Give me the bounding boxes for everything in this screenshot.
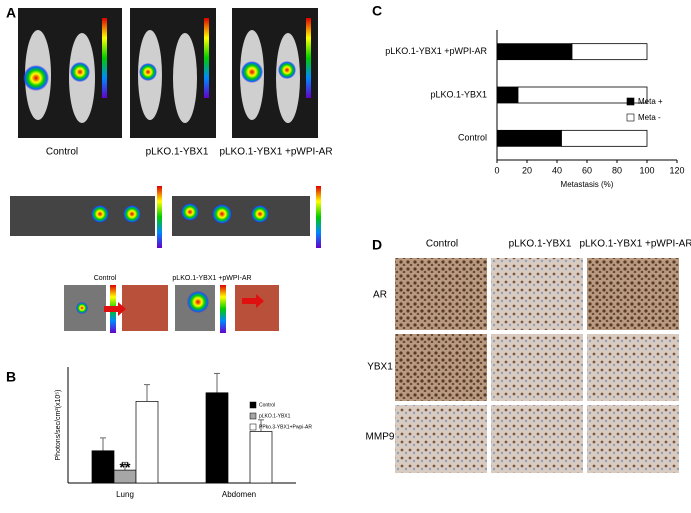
legend-label: pLKO.1-YBX1 bbox=[259, 413, 291, 419]
organ-images bbox=[10, 186, 321, 248]
ihc-images bbox=[395, 258, 679, 473]
legend-swatch bbox=[626, 97, 635, 106]
legend-swatch bbox=[249, 401, 257, 409]
legend-label: Meta - bbox=[638, 113, 661, 122]
caption: Control bbox=[46, 147, 78, 158]
panel-label: C bbox=[372, 3, 382, 19]
x-tick-label: 40 bbox=[552, 165, 562, 175]
y-tick-label: pLKO.1-YBX1 +pWPI-AR bbox=[385, 46, 487, 56]
x-tick-label: Abdomen bbox=[222, 490, 256, 499]
bar-segment bbox=[571, 43, 648, 61]
tissue-images bbox=[64, 285, 279, 333]
y-axis-label: Photons/sec/cm²(x10⁵) bbox=[55, 390, 62, 461]
column-header: Control bbox=[426, 239, 458, 250]
bar bbox=[135, 401, 159, 484]
panel-label: A bbox=[6, 5, 16, 21]
x-tick-label: 120 bbox=[669, 165, 684, 175]
legend-swatch bbox=[249, 423, 257, 431]
bar bbox=[91, 450, 115, 484]
row-label: YBX1 bbox=[367, 362, 393, 373]
image-label: pLKO.1-YBX1 +pWPI-AR bbox=[172, 275, 251, 282]
image-label: Control bbox=[69, 185, 92, 192]
bar-segment bbox=[561, 129, 648, 147]
legend-label: Meta + bbox=[638, 97, 663, 106]
legend-label: Control bbox=[259, 402, 275, 408]
annotation: ** bbox=[120, 459, 131, 475]
x-axis-label: Metastasis (%) bbox=[561, 180, 614, 189]
caption: pLKO.1-YBX1 bbox=[146, 147, 209, 158]
bar bbox=[205, 392, 229, 484]
row-label: MMP9 bbox=[366, 432, 395, 443]
x-tick-label: 0 bbox=[494, 165, 499, 175]
x-tick-label: 100 bbox=[639, 165, 654, 175]
bar-segment bbox=[517, 86, 648, 104]
panel-label: D bbox=[372, 237, 382, 253]
bar-segment bbox=[496, 129, 562, 147]
column-header: pLKO.1-YBX1 +pWPI-AR bbox=[579, 239, 691, 250]
x-tick-label: 80 bbox=[612, 165, 622, 175]
caption: pLKO.1-YBX1 +pWPI-AR bbox=[219, 147, 332, 158]
image-label: pLKO.1-YBX1 +pWPI-AR bbox=[205, 185, 284, 192]
column-header: pLKO.1-YBX1 bbox=[509, 239, 572, 250]
x-tick-label: Lung bbox=[116, 490, 134, 499]
image-label: Control bbox=[94, 275, 117, 282]
y-tick-label: Control bbox=[458, 133, 487, 143]
legend-swatch bbox=[626, 113, 635, 122]
row-label: AR bbox=[373, 290, 387, 301]
bar bbox=[249, 431, 273, 484]
legend-swatch bbox=[249, 412, 257, 420]
x-tick-label: 60 bbox=[582, 165, 592, 175]
y-tick-label: pLKO.1-YBX1 bbox=[430, 89, 487, 99]
x-tick-label: 20 bbox=[522, 165, 532, 175]
legend-label: PPko.3-YBX1+Pwpi-AR bbox=[259, 424, 312, 430]
bar-segment bbox=[496, 43, 573, 61]
mouse-images bbox=[18, 8, 318, 138]
panel-label: B bbox=[6, 369, 16, 385]
bar-segment bbox=[496, 86, 519, 104]
